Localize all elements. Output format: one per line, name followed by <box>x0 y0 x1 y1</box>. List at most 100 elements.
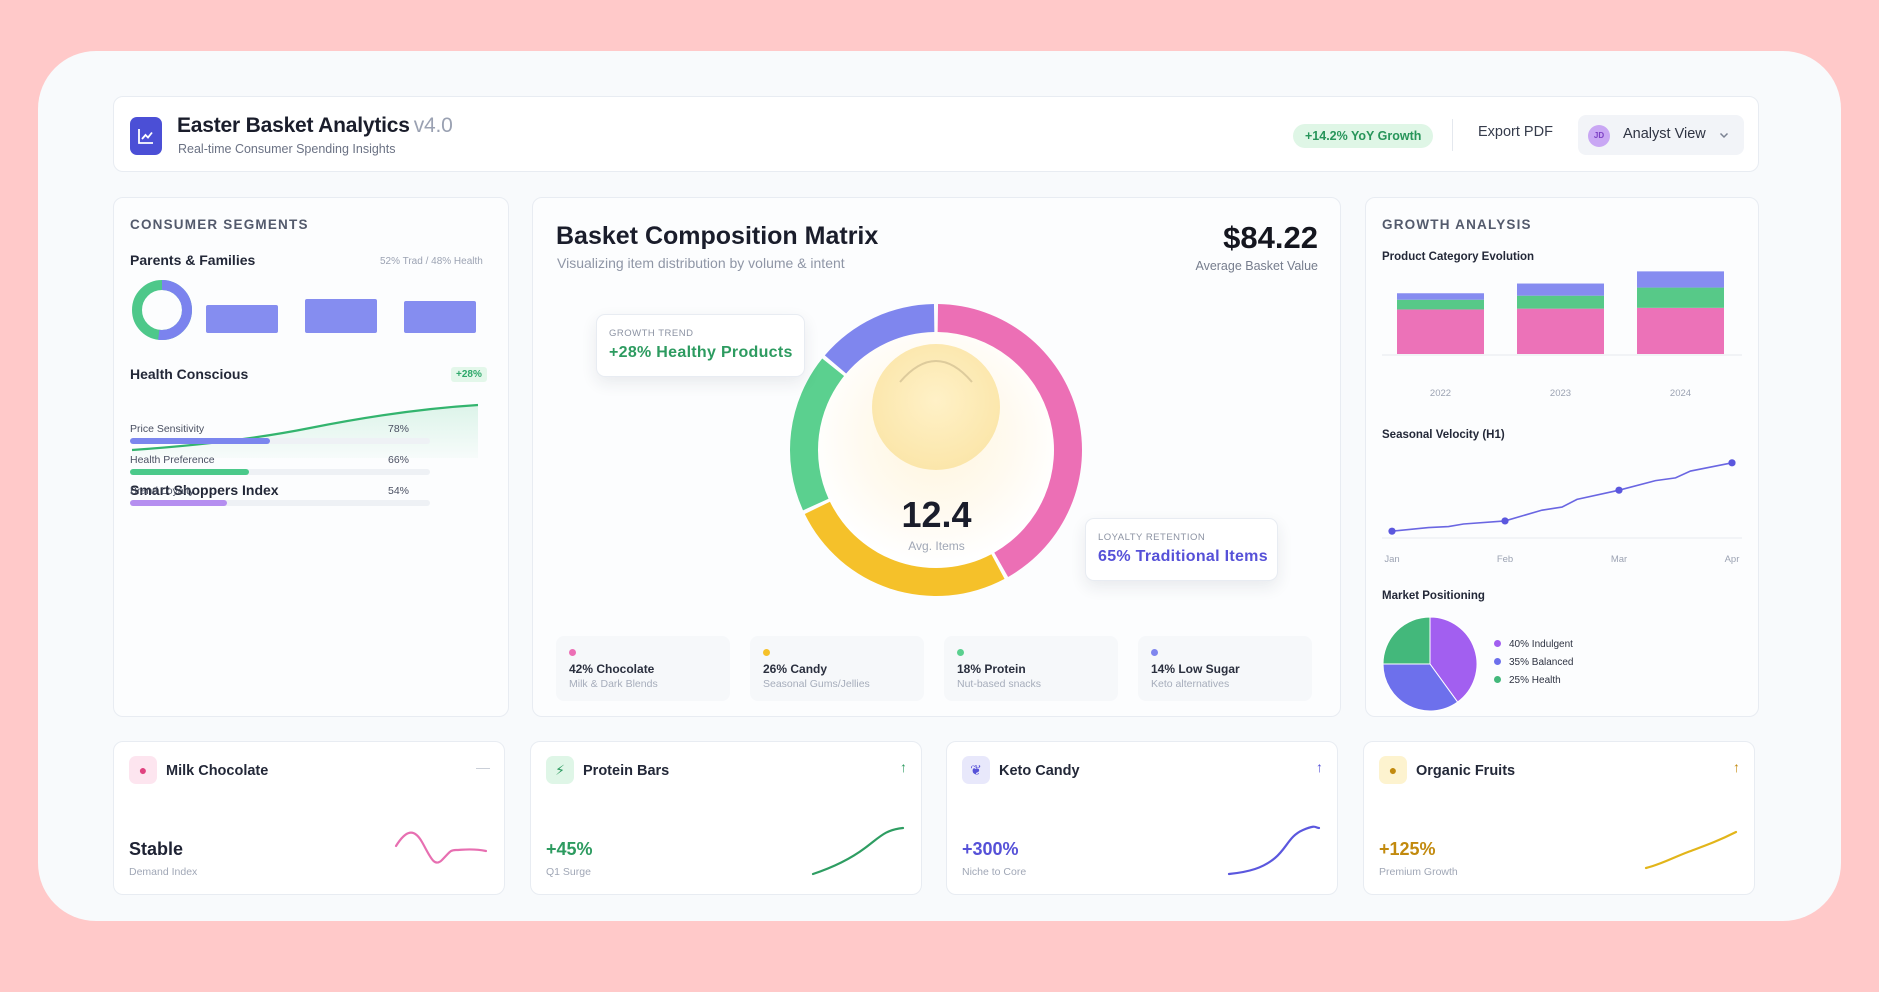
growth-analysis-panel: GROWTH ANALYSIS Product Category Evoluti… <box>1365 197 1759 717</box>
matrix-legend-item: 18% Protein Nut-based snacks <box>944 636 1118 701</box>
legend-dot <box>763 649 770 656</box>
smart-row-value: 66% <box>387 454 409 466</box>
market-positioning-chart <box>1382 616 1478 712</box>
smart-row-label: Health Preference <box>130 454 215 466</box>
app-title-text: Easter Basket Analytics <box>177 114 410 137</box>
parents-bar <box>206 305 278 333</box>
product-card-sparkline <box>811 826 905 876</box>
pie-legend-item: 35% Balanced <box>1494 657 1574 668</box>
leaf-icon: ❦ <box>962 756 990 784</box>
product-card-sparkline <box>1227 825 1321 876</box>
pie-legend-dot <box>1494 640 1501 647</box>
health-trend-area <box>132 405 478 458</box>
product-card-name: Milk Chocolate <box>166 763 269 779</box>
pie-legend-label: 35% Balanced <box>1509 657 1574 668</box>
arrow-up-icon: ↑ <box>1733 759 1740 775</box>
chart-line-icon <box>130 117 162 155</box>
top-header: Easter Basket Analytics v4.0 Real-time Co… <box>113 96 1759 172</box>
export-pdf-button[interactable]: Export PDF <box>1478 124 1553 140</box>
header-divider <box>1452 119 1453 151</box>
matrix-subtitle: Visualizing item distribution by volume … <box>557 255 845 271</box>
smart-row-fill <box>130 438 271 444</box>
velocity-line <box>1391 462 1733 532</box>
smart-row-track <box>130 500 430 506</box>
pie-legend-dot <box>1494 658 1501 665</box>
chocolate-icon: ● <box>129 756 157 784</box>
view-label: Analyst View <box>1623 126 1706 142</box>
pie-slice-2 <box>1382 616 1431 665</box>
product-card-protein-bars: ⚡ Protein Bars ↑ +45% Q1 Surge <box>530 741 922 895</box>
arrow-up-icon: ↑ <box>1316 759 1323 775</box>
bar-2022-series-1 <box>1397 299 1484 310</box>
parents-ring-chart <box>132 280 192 340</box>
legend-dot <box>957 649 964 656</box>
market-positioning-title: Market Positioning <box>1382 590 1485 602</box>
smart-row-value: 54% <box>387 485 409 497</box>
matrix-legend-item: 26% Candy Seasonal Gums/Jellies <box>750 636 924 701</box>
sparkline-path <box>394 831 488 864</box>
product-card-label: Niche to Core <box>962 866 1027 878</box>
smart-row-fill <box>130 500 228 506</box>
velocity-tick-label: Apr <box>1724 554 1740 565</box>
health-delta-badge: +28% <box>451 367 487 382</box>
product-card-label: Demand Index <box>129 866 198 878</box>
app-subtitle: Real-time Consumer Spending Insights <box>178 142 396 156</box>
basket-handle-icon <box>899 360 973 383</box>
avg-items-label: Avg. Items <box>908 539 965 553</box>
product-card-value: +125% <box>1379 839 1436 859</box>
product-card-name: Organic Fruits <box>1416 763 1516 779</box>
chevron-down-icon <box>1718 128 1730 146</box>
donut-segment-protein <box>790 358 845 511</box>
consumer-segments-panel: CONSUMER SEGMENTS Parents & Families 52%… <box>113 197 509 717</box>
app-title: Easter Basket Analytics v4.0 <box>177 114 453 138</box>
bar-2022-series-2 <box>1397 293 1484 300</box>
smart-row-track <box>130 469 430 475</box>
donut-segment-low-sugar <box>824 304 935 374</box>
velocity-point-mar <box>1615 486 1623 494</box>
velocity-tick-label: Jan <box>1384 554 1400 565</box>
arrow-up-icon: ↑ <box>900 759 907 775</box>
product-card-sparkline <box>394 831 488 864</box>
view-selector[interactable]: JD Analyst View <box>1578 115 1744 155</box>
bar-2024-series-0 <box>1637 307 1724 354</box>
ring-trad-arc <box>132 280 192 340</box>
legend-dot <box>1151 649 1158 656</box>
health-conscious-label: Health Conscious <box>130 366 249 382</box>
smart-row-track <box>130 438 430 444</box>
product-card-value: +45% <box>546 839 593 859</box>
legend-subtitle: Seasonal Gums/Jellies <box>763 678 870 690</box>
legend-title: 42% Chocolate <box>569 662 655 676</box>
avatar: JD <box>1588 125 1610 147</box>
basket-matrix-panel: Basket Composition Matrix Visualizing it… <box>532 197 1341 717</box>
growth-title: GROWTH ANALYSIS <box>1382 217 1532 232</box>
seasonal-velocity-title: Seasonal Velocity (H1) <box>1382 429 1505 441</box>
smart-shoppers-label: Smart Shoppers Index <box>130 482 279 498</box>
product-card-value: Stable <box>129 839 184 859</box>
pie-slice-1 <box>1382 663 1459 712</box>
legend-title: 18% Protein <box>957 662 1026 676</box>
category-tick-label: 2022 <box>1429 388 1452 399</box>
app-version: v4.0 <box>413 114 453 137</box>
avg-items-value: 12.4 <box>901 494 972 535</box>
product-card-name: Keto Candy <box>999 763 1080 779</box>
legend-subtitle: Keto alternatives <box>1151 678 1230 690</box>
velocity-point-feb <box>1501 517 1509 525</box>
velocity-tick-label: Feb <box>1496 554 1514 565</box>
velocity-point-jan <box>1388 527 1396 535</box>
growth-trend-label: GROWTH TREND <box>609 328 694 339</box>
bar-2024-series-2 <box>1637 271 1724 288</box>
sparkline-path <box>811 826 905 876</box>
matrix-legend-item: 42% Chocolate Milk & Dark Blends <box>556 636 730 701</box>
legend-dot <box>569 649 576 656</box>
bar-2023-series-1 <box>1517 295 1604 309</box>
legend-title: 26% Candy <box>763 662 828 676</box>
apple-icon: ● <box>1379 756 1407 784</box>
pie-slice-0 <box>1429 616 1478 703</box>
dash-icon: — <box>476 759 490 775</box>
smart-row-value: 78% <box>387 423 409 435</box>
category-tick-label: 2023 <box>1549 388 1572 399</box>
sparkline-path <box>1227 825 1321 876</box>
category-evolution-title: Product Category Evolution <box>1382 251 1535 263</box>
bar-2023-series-0 <box>1517 308 1604 354</box>
bar-2023-series-2 <box>1517 283 1604 296</box>
